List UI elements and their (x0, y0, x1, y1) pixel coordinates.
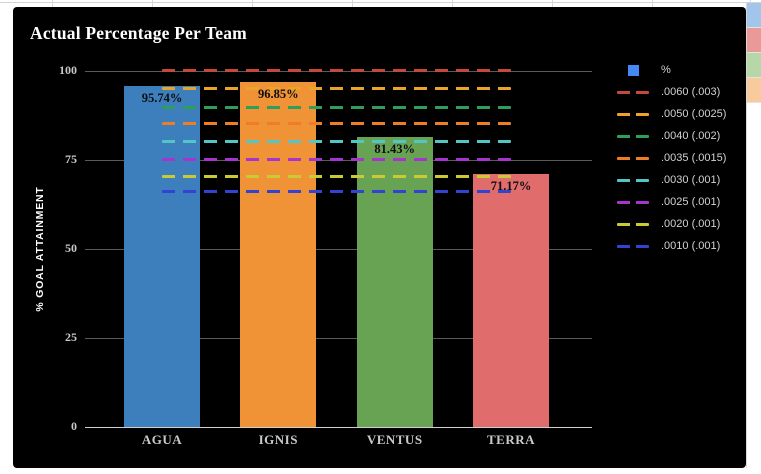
y-tick-100: 100 (59, 63, 77, 77)
category-label-agua: AGUA (141, 432, 183, 447)
bar-value-label-terra: 71.17% (490, 178, 532, 193)
bar-agua[interactable] (124, 86, 200, 427)
sheet-column-border (746, 3, 747, 468)
bar-ignis[interactable] (240, 82, 317, 427)
legend-item-0060[interactable]: .0060 (.003) (617, 81, 726, 103)
gridline-50 (85, 249, 592, 250)
target-line-0040 (162, 105, 511, 109)
dashed-line-icon (617, 112, 649, 116)
target-line-0025 (162, 157, 511, 161)
sheet-column-border (352, 0, 353, 7)
legend-label: .0025 (.001) (661, 196, 721, 208)
legend-label: % (661, 64, 671, 76)
legend-dash-swatch (617, 222, 649, 226)
target-line-0030 (162, 140, 511, 144)
gridline-25 (85, 338, 592, 339)
team-color-ignis[interactable] (747, 28, 761, 53)
dashed-line-icon (617, 222, 649, 226)
bar-value-label-agua: 95.74% (141, 91, 183, 106)
legend-dash-swatch (617, 90, 649, 94)
y-tick-50: 50 (65, 241, 77, 255)
series-color-icon (627, 64, 639, 76)
target-line-0020 (162, 175, 511, 179)
legend-dash-swatch (617, 112, 649, 116)
legend-square-swatch (617, 64, 649, 76)
gridline-0 (85, 427, 592, 428)
sheet-row-border (0, 2, 761, 3)
legend-item-0010[interactable]: .0010 (.001) (617, 235, 726, 257)
bar-value-label-ventus: 81.43% (374, 142, 415, 157)
legend-dash-swatch (617, 244, 649, 248)
target-line-0010 (162, 190, 511, 194)
legend-label: .0030 (.001) (661, 174, 721, 186)
category-label-terra: TERRA (486, 432, 535, 447)
category-label-ignis: IGNIS (258, 432, 298, 447)
sheet-column-border (552, 0, 553, 7)
legend-label: .0050 (.0025) (661, 108, 727, 120)
dashed-line-icon (617, 134, 649, 138)
chart-object[interactable]: Actual Percentage Per Team % GOAL ATTAIN… (13, 7, 746, 468)
y-tick-0: 0 (71, 419, 77, 433)
dashed-line-icon (617, 244, 649, 248)
y-tick-25: 25 (65, 330, 77, 344)
chart-title: Actual Percentage Per Team (30, 23, 247, 43)
sheet-column-border (152, 0, 153, 7)
sheet-column-border (652, 0, 653, 7)
team-color-ventus[interactable] (747, 53, 761, 78)
legend-item-0025[interactable]: .0025 (.001) (617, 191, 726, 213)
bar-value-label-ignis: 96.85% (257, 87, 299, 102)
legend-label: .0020 (.001) (661, 218, 721, 230)
legend-label: .0035 (.0015) (661, 152, 727, 164)
target-line-0060 (162, 68, 511, 72)
sheet-column-border (452, 0, 453, 7)
legend-item-0035[interactable]: .0035 (.0015) (617, 147, 726, 169)
sheet-column-border (52, 0, 53, 7)
dashed-line-icon (617, 178, 649, 182)
legend-label: .0060 (.003) (661, 86, 721, 98)
target-line-0050 (162, 87, 511, 91)
legend-item-0020[interactable]: .0020 (.001) (617, 213, 726, 235)
chart-legend: % .0060 (.003) .0050 (.0025) .0040 (.002) .0… (617, 59, 726, 257)
team-color-terra[interactable] (747, 78, 761, 103)
legend-item-percent[interactable]: % (617, 59, 726, 81)
legend-label: .0040 (.002) (661, 130, 721, 142)
bar-ventus[interactable] (356, 137, 433, 427)
legend-dash-swatch (617, 134, 649, 138)
legend-label: .0010 (.001) (661, 240, 721, 252)
legend-item-0030[interactable]: .0030 (.001) (617, 169, 726, 191)
legend-dash-swatch (617, 156, 649, 160)
dashed-line-icon (617, 156, 649, 160)
sheet-column-border (252, 0, 253, 7)
y-tick-75: 75 (65, 152, 77, 166)
legend-item-0050[interactable]: .0050 (.0025) (617, 103, 726, 125)
bar-terra[interactable] (473, 173, 549, 427)
legend-item-0040[interactable]: .0040 (.002) (617, 125, 726, 147)
category-label-ventus: VENTUS (366, 432, 423, 447)
dashed-line-icon (617, 90, 649, 94)
target-line-0035 (162, 122, 511, 126)
legend-dash-swatch (617, 200, 649, 204)
legend-dash-swatch (617, 178, 649, 182)
team-color-agua[interactable] (747, 3, 761, 28)
dashed-line-icon (617, 200, 649, 204)
